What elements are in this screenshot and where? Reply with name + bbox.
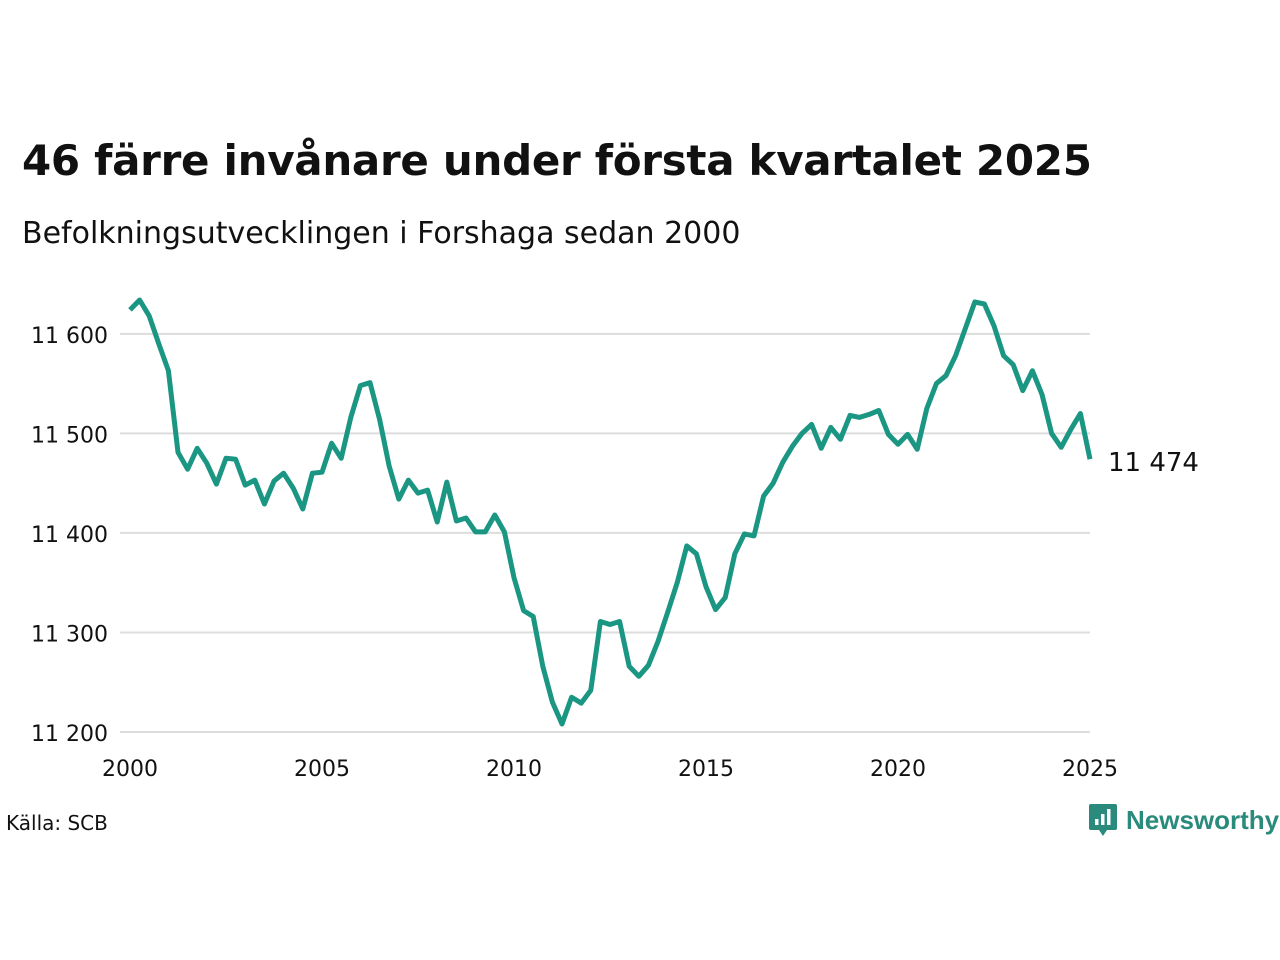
series-layer bbox=[128, 297, 1093, 727]
chart-subtitle: Befolkningsutvecklingen i Forshaga sedan… bbox=[22, 216, 741, 251]
source-note: Källa: SCB bbox=[6, 811, 108, 835]
end-label-layer: 11 474 bbox=[1108, 448, 1199, 478]
brand-logo: Newsworthy bbox=[1088, 803, 1279, 837]
chart-title: 46 färre invånare under första kvartalet… bbox=[22, 136, 1092, 185]
x-tick-label: 2000 bbox=[102, 757, 158, 782]
y-tick-label: 11 600 bbox=[31, 324, 108, 349]
brand-name: Newsworthy bbox=[1126, 804, 1280, 835]
x-tick-label: 2020 bbox=[870, 757, 926, 782]
x-tick-label: 2025 bbox=[1062, 757, 1118, 782]
y-axis-ticks: 11 200 11 300 11 400 11 500 11 600 bbox=[31, 324, 108, 747]
gridlines bbox=[120, 332, 1090, 733]
x-axis-ticks: 2000 2005 2010 2015 2020 2025 bbox=[102, 757, 1118, 782]
y-tick-label: 11 200 bbox=[31, 722, 108, 747]
y-tick-label: 11 300 bbox=[31, 622, 108, 647]
x-tick-label: 2005 bbox=[294, 757, 350, 782]
y-tick-label: 11 500 bbox=[31, 423, 108, 448]
x-tick-label: 2015 bbox=[678, 757, 734, 782]
chart-bubble-icon bbox=[1089, 804, 1117, 836]
end-value-label: 11 474 bbox=[1108, 448, 1199, 478]
series-line bbox=[128, 297, 1093, 727]
x-tick-label: 2010 bbox=[486, 757, 542, 782]
y-tick-label: 11 400 bbox=[31, 523, 108, 548]
